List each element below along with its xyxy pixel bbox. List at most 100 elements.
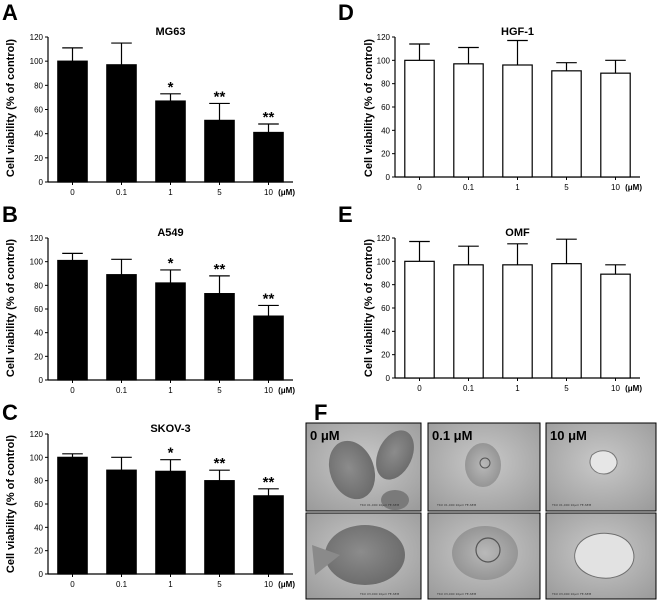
x-tick-label: 0.1 (116, 580, 128, 589)
svg-text:TKU X1,000 10μm FE-SEM: TKU X1,000 10μm FE-SEM (436, 503, 477, 507)
y-tick-label: 60 (34, 106, 43, 115)
x-unit-label: (μM) (625, 384, 642, 393)
y-axis-label: Cell viability (% of control) (5, 435, 17, 573)
y-tick-label: 60 (34, 500, 43, 509)
chart-title-skov-3: SKOV-3 (150, 423, 190, 435)
significance-mark: * (168, 79, 174, 96)
panel-letter-f: F (314, 400, 327, 425)
x-tick-label: 10 (264, 188, 273, 197)
y-tick-label: 120 (30, 33, 44, 42)
x-tick-label: 0 (70, 580, 75, 589)
x-tick-label: 1 (168, 580, 173, 589)
svg-text:TKU X1,000 10μm FE-SEM: TKU X1,000 10μm FE-SEM (551, 503, 592, 507)
y-tick-label: 80 (34, 81, 43, 90)
chart-title-hgf-1: HGF-1 (501, 26, 534, 38)
y-tick-label: 60 (381, 304, 390, 313)
bar-0-1 (106, 64, 137, 183)
y-tick-label: 120 (377, 33, 391, 42)
bar-5 (551, 263, 582, 379)
significance-mark: * (168, 255, 174, 272)
bar-0-1 (106, 469, 137, 575)
bar-5 (204, 119, 235, 183)
significance-mark: ** (263, 290, 275, 307)
svg-text:TKU X3,000 10μm FE-SEM: TKU X3,000 10μm FE-SEM (359, 592, 400, 596)
y-tick-label: 120 (377, 234, 391, 243)
y-tick-label: 0 (39, 570, 44, 579)
x-tick-label: 5 (564, 183, 569, 192)
y-tick-label: 100 (30, 258, 44, 267)
significance-mark: ** (214, 88, 226, 105)
x-tick-label: 10 (264, 386, 273, 395)
y-tick-label: 100 (377, 257, 391, 266)
y-tick-label: 80 (34, 477, 43, 486)
y-tick-label: 20 (34, 154, 43, 163)
y-tick-label: 40 (34, 329, 43, 338)
x-tick-label: 0 (70, 386, 75, 395)
significance-mark: ** (263, 109, 275, 126)
bar-10 (600, 72, 631, 178)
y-tick-label: 120 (30, 430, 44, 439)
y-tick-label: 60 (381, 103, 390, 112)
chart-mg63: MG63 Cell viability (% of control) 0 20 40 60… (5, 26, 295, 197)
x-tick-label: 5 (217, 580, 222, 589)
y-tick-label: 80 (381, 80, 390, 89)
chart-omf: OMF Cell viability (% of control) 0 20 40 60 8… (363, 227, 642, 393)
svg-text:TKU X3,000 10μm FE-SEM: TKU X3,000 10μm FE-SEM (436, 592, 477, 596)
x-tick-label: 0 (417, 384, 422, 393)
micrograph-label-0um: 0 μM (310, 428, 340, 443)
bar-5 (204, 480, 235, 575)
bar-0-1 (106, 274, 137, 381)
bar-10 (253, 495, 284, 575)
bar-0-1 (453, 264, 484, 379)
panel-letter-e: E (338, 202, 353, 227)
y-axis-label: Cell viability (% of control) (363, 239, 375, 377)
y-tick-label: 20 (381, 351, 390, 360)
bar-0 (57, 456, 88, 575)
x-tick-label: 1 (168, 188, 173, 197)
y-tick-label: 40 (381, 327, 390, 336)
bar-0-1 (453, 63, 484, 178)
panel-letter-a: A (2, 0, 18, 25)
micrograph-0-1um-top: TKU X1,000 10μm FE-SEM (427, 422, 541, 512)
y-tick-label: 100 (377, 56, 391, 65)
bar-0 (57, 60, 88, 183)
y-tick-label: 80 (34, 281, 43, 290)
y-axis-label: Cell viability (% of control) (5, 239, 17, 377)
x-unit-label: (μM) (278, 580, 295, 589)
micrograph-label-10um: 10 μM (550, 428, 587, 443)
y-tick-label: 0 (39, 178, 44, 187)
micrograph-0um-bottom: TKU X3,000 10μm FE-SEM (305, 512, 422, 600)
y-tick-label: 120 (30, 234, 44, 243)
micrograph-0um-top: TKU X1,000 10μm FE-SEM (305, 422, 422, 512)
x-tick-label: 0 (70, 188, 75, 197)
panel-letter-d: D (338, 0, 354, 25)
x-tick-label: 1 (168, 386, 173, 395)
bar-1 (155, 100, 186, 183)
bar-5 (204, 293, 235, 381)
x-tick-label: 0.1 (116, 188, 128, 197)
y-tick-label: 0 (39, 376, 44, 385)
bar-1 (502, 264, 533, 379)
x-tick-label: 1 (515, 384, 520, 393)
significance-mark: ** (263, 474, 275, 491)
y-tick-label: 0 (386, 173, 391, 182)
sem-micrograph-grid: TKU X1,000 10μm FE-SEM TKU X1,000 10μm F… (305, 422, 657, 600)
micrograph-0-1um-bottom: TKU X3,000 10μm FE-SEM (427, 512, 541, 600)
micrograph-10um-top: TKU X1,000 10μm FE-SEM (545, 422, 657, 512)
x-tick-label: 5 (217, 188, 222, 197)
chart-hgf1: HGF-1 Cell viability (% of control) 0 20 40 6… (363, 26, 642, 192)
x-tick-label: 0.1 (463, 384, 475, 393)
chart-skov3: SKOV-3 Cell viability (% of control) 0 20 40… (5, 423, 295, 589)
micrograph-10um-bottom: TKU X3,000 10μm FE-SEM (545, 512, 657, 600)
y-tick-label: 60 (34, 305, 43, 314)
y-tick-label: 40 (34, 130, 43, 139)
y-tick-label: 40 (381, 126, 390, 135)
x-unit-label: (μM) (278, 188, 295, 197)
chart-title-mg63: MG63 (156, 26, 186, 38)
x-unit-label: (μM) (625, 183, 642, 192)
bar-10 (253, 315, 284, 381)
svg-text:TKU X3,000 10μm FE-SEM: TKU X3,000 10μm FE-SEM (551, 592, 592, 596)
y-tick-label: 20 (34, 352, 43, 361)
bar-0 (404, 260, 435, 379)
y-tick-label: 20 (34, 547, 43, 556)
